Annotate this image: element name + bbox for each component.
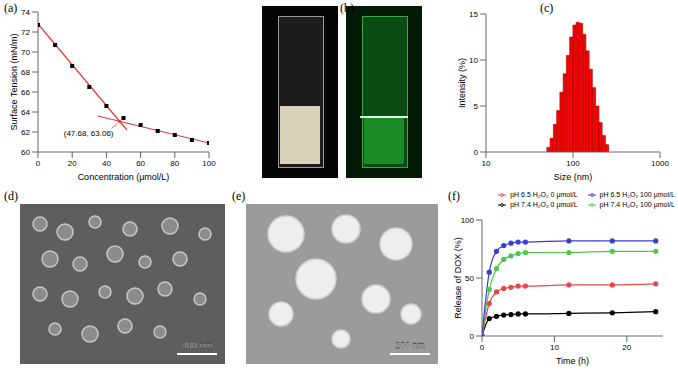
svg-text:400 nm: 400 nm	[182, 340, 212, 350]
svg-text:1000: 1000	[651, 159, 669, 168]
svg-text:20: 20	[622, 343, 631, 352]
svg-text:20: 20	[68, 159, 77, 168]
svg-text:72: 72	[21, 28, 30, 37]
svg-text:10: 10	[482, 159, 491, 168]
svg-text:64: 64	[21, 108, 30, 117]
svg-text:5: 5	[474, 102, 479, 111]
svg-text:Concentration (μmol/L): Concentration (μmol/L)	[78, 172, 170, 182]
svg-text:0: 0	[470, 332, 475, 341]
svg-text:10: 10	[550, 343, 559, 352]
svg-text:50: 50	[465, 274, 474, 283]
svg-text:68: 68	[21, 68, 30, 77]
svg-text:200 nm: 200 nm	[395, 340, 425, 350]
html-text:pH 7.4 H₂O₂ 100 μmol/L: pH 7.4 H₂O₂ 100 μmol/L	[599, 201, 675, 208]
svg-text:70: 70	[21, 48, 30, 57]
svg-text:100: 100	[461, 216, 475, 225]
svg-text:Size (nm): Size (nm)	[554, 172, 593, 182]
svg-text:Time (h): Time (h)	[556, 356, 589, 366]
html-text:(d): (d)	[4, 189, 18, 203]
svg-text:80: 80	[170, 159, 179, 168]
svg-text:60: 60	[21, 148, 30, 157]
svg-text:66: 66	[21, 88, 30, 97]
svg-text:0: 0	[480, 343, 485, 352]
html-text:(c): (c)	[540, 1, 554, 15]
svg-text:Intensity (%): Intensity (%)	[457, 58, 467, 108]
html-text:(a): (a)	[4, 1, 18, 15]
svg-text:(47.68, 63.06): (47.68, 63.06)	[64, 129, 114, 138]
svg-text:0: 0	[474, 148, 479, 157]
svg-text:Surface Tension (mN/m): Surface Tension (mN/m)	[9, 34, 19, 131]
svg-text:62: 62	[21, 128, 30, 137]
svg-text:0: 0	[36, 159, 41, 168]
svg-text:100: 100	[202, 159, 216, 168]
svg-text:10: 10	[469, 56, 478, 65]
svg-text:40: 40	[102, 159, 111, 168]
html-text:(e): (e)	[232, 189, 246, 203]
svg-text:74: 74	[21, 8, 30, 17]
html-text:(b): (b)	[340, 1, 354, 15]
svg-text:15: 15	[469, 10, 478, 19]
svg-text:Release of DOX (%): Release of DOX (%)	[453, 237, 463, 319]
html-text:pH 6.5 H₂O₂ 0 μmol/L: pH 6.5 H₂O₂ 0 μmol/L	[510, 191, 578, 198]
html-text:pH 6.5 H₂O₂ 100 μmol/L: pH 6.5 H₂O₂ 100 μmol/L	[599, 191, 675, 198]
svg-text:100: 100	[566, 159, 580, 168]
html-text:pH 7.4 H₂O₂ 0 μmol/L: pH 7.4 H₂O₂ 0 μmol/L	[510, 201, 578, 208]
html-text:(f): (f)	[448, 189, 460, 203]
svg-text:60: 60	[136, 159, 145, 168]
